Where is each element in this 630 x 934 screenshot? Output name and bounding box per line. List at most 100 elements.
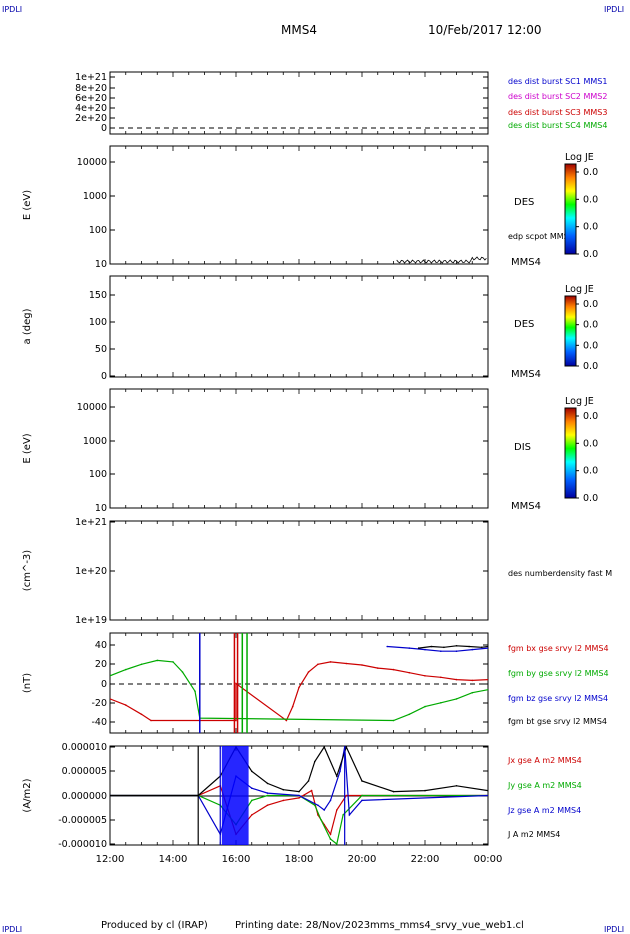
y-tick-label: 6e+20 bbox=[75, 93, 107, 104]
data-point bbox=[487, 678, 488, 681]
colorbar-tick: 0.0 bbox=[583, 411, 598, 422]
data-point bbox=[361, 794, 363, 797]
series-label: Jy gse A m2 MMS4 bbox=[507, 781, 582, 790]
y-tick-label: 4e+20 bbox=[75, 103, 107, 114]
data-point bbox=[156, 659, 159, 662]
series-label: Jx gse A m2 MMS4 bbox=[507, 756, 582, 765]
data-point bbox=[487, 688, 488, 691]
data-point bbox=[329, 838, 332, 840]
data-point bbox=[140, 713, 143, 716]
colorbar-title: Log JE bbox=[565, 396, 594, 407]
data-point bbox=[251, 787, 253, 789]
y-tick-label: 100 bbox=[89, 469, 107, 480]
series-label: MMS4 bbox=[511, 257, 541, 268]
data-point bbox=[471, 648, 474, 651]
series-label: DIS bbox=[514, 442, 531, 453]
data-point bbox=[455, 650, 458, 652]
data-point bbox=[487, 647, 488, 649]
colorbar-tick: 0.0 bbox=[583, 249, 598, 260]
y-tick-label: 1e+19 bbox=[75, 615, 107, 626]
y-axis-label: (cm^-3) bbox=[22, 550, 33, 591]
data-point bbox=[140, 663, 143, 666]
data-point bbox=[266, 804, 269, 806]
colorbar-tick: 0.0 bbox=[583, 299, 598, 310]
series-label: des dist burst SC3 MMS3 bbox=[508, 108, 607, 117]
data-point bbox=[307, 780, 310, 782]
scpot-trace bbox=[396, 256, 487, 264]
colorbar-title: Log JE bbox=[565, 152, 594, 163]
data-point bbox=[386, 645, 389, 648]
mission-title: MMS4 bbox=[281, 23, 317, 37]
data-point bbox=[314, 760, 316, 763]
data-point bbox=[455, 645, 458, 647]
data-point bbox=[443, 646, 445, 649]
y-tick-label: 100 bbox=[89, 317, 107, 328]
data-point bbox=[408, 671, 411, 674]
data-point bbox=[298, 686, 300, 689]
data-point bbox=[455, 698, 458, 700]
x-axis: 12:00 14:00 16:00 18:00 20:00 22:00 00:00 bbox=[96, 854, 503, 865]
y-tick-label: -0.000005 bbox=[58, 815, 107, 826]
data-point bbox=[323, 809, 326, 811]
corner-label-bottom-left: IPDLI bbox=[2, 925, 22, 934]
data-point bbox=[329, 799, 332, 802]
data-point bbox=[361, 799, 363, 802]
data-point bbox=[480, 646, 483, 649]
y-axis-label: (nT) bbox=[22, 673, 33, 693]
y-axis-label: a (deg) bbox=[22, 308, 33, 344]
series-label: DES bbox=[514, 319, 534, 330]
y-axis-label: (A/m2) bbox=[22, 778, 33, 812]
data-point bbox=[408, 647, 411, 649]
y-tick-label: -20 bbox=[91, 698, 107, 709]
y-tick-label: 1e+21 bbox=[75, 72, 107, 83]
data-point bbox=[424, 789, 426, 792]
data-point bbox=[424, 675, 426, 677]
data-point bbox=[285, 719, 288, 722]
y-tick-label: 100 bbox=[89, 225, 107, 236]
data-point bbox=[392, 790, 395, 793]
footer-produced-by: Produced by cl (IRAP) bbox=[101, 920, 208, 931]
data-point bbox=[235, 719, 237, 722]
colorbar-tick: 0.0 bbox=[583, 320, 598, 331]
y-tick-label: 0 bbox=[101, 679, 107, 690]
y-axis-label: E (eV) bbox=[22, 433, 33, 463]
panel-frame-dis-energy bbox=[109, 388, 489, 509]
series-label: Jz gse A m2 MMS4 bbox=[507, 806, 581, 815]
y-tick-label: 150 bbox=[89, 290, 107, 301]
data-point bbox=[487, 794, 488, 797]
data-point bbox=[417, 647, 420, 649]
series-label: edp scpot MMS4 bbox=[508, 232, 574, 241]
data-point bbox=[323, 746, 326, 748]
data-point bbox=[150, 719, 152, 722]
data-point bbox=[329, 661, 332, 663]
colorbar-tick: 0.0 bbox=[583, 466, 598, 477]
y-tick-label: 20 bbox=[95, 659, 107, 670]
data-point bbox=[181, 671, 184, 673]
colorbar-tick: 0.0 bbox=[583, 361, 598, 372]
y-tick-label: 0.000005 bbox=[62, 766, 107, 777]
colorbar bbox=[564, 295, 577, 367]
data-point bbox=[440, 676, 442, 679]
data-point bbox=[392, 668, 395, 671]
data-point bbox=[345, 746, 348, 748]
y-tick-label: 1e+21 bbox=[75, 517, 107, 528]
data-point bbox=[310, 789, 313, 792]
data-point bbox=[194, 690, 196, 692]
data-point bbox=[468, 645, 470, 648]
footer-file-name: mms_mms4_srvy_vue_web1.cl bbox=[370, 920, 524, 931]
y-axis-label: E (eV) bbox=[22, 190, 33, 220]
data-point bbox=[487, 645, 488, 648]
data-point bbox=[440, 702, 442, 704]
data-point bbox=[266, 794, 269, 797]
data-point bbox=[361, 664, 363, 666]
data-point bbox=[487, 789, 488, 792]
data-point bbox=[110, 698, 111, 700]
y-tick-label: 8e+20 bbox=[75, 83, 107, 94]
data-point bbox=[298, 794, 300, 797]
series-label: fgm bx gse srvy l2 MMS4 bbox=[508, 644, 609, 653]
data-point bbox=[471, 679, 474, 682]
data-point bbox=[282, 799, 285, 802]
colorbar-tick: 0.0 bbox=[583, 222, 598, 233]
series-label: des dist burst SC1 MMS1 bbox=[508, 77, 607, 86]
